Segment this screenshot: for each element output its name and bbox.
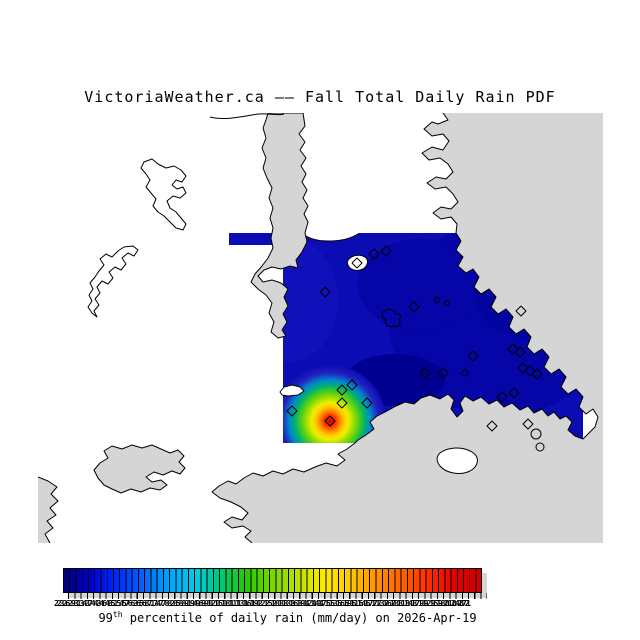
station-diamond [515, 305, 527, 317]
station-diamond [324, 415, 336, 427]
station-diamond [368, 248, 380, 260]
channel-island [93, 444, 186, 494]
caption-superscript: th [112, 610, 123, 619]
rain-hotspot [274, 365, 386, 443]
station-diamond [486, 420, 498, 432]
peninsula-arm [250, 113, 309, 339]
station-diamond [319, 286, 331, 298]
station-diamond [336, 397, 348, 409]
map-title: VictoriaWeather.ca —— Fall Total Daily R… [84, 88, 556, 106]
island-south [87, 245, 139, 318]
station-diamond [408, 301, 420, 313]
station-diamond [380, 245, 392, 257]
station-diamond [517, 362, 529, 374]
inlet-coastline [302, 233, 359, 242]
southwest-wedge-coastline [38, 476, 59, 543]
colorbar-caption: 99th percentile of daily rain (mm/day) o… [0, 610, 575, 625]
south-bay [436, 447, 478, 474]
inlet-pocket [346, 254, 368, 271]
southwest-wedge [38, 477, 58, 543]
station-diamond [361, 397, 373, 409]
se-islet [535, 442, 545, 452]
station-diamond [522, 418, 534, 430]
mainland [212, 113, 603, 543]
island-north [140, 158, 187, 231]
lake [434, 297, 440, 303]
station-diamond [419, 367, 431, 379]
caption-text: percentile of daily rain (mm/day) on 202… [122, 611, 477, 625]
station-markers [286, 245, 543, 432]
station-diamond [508, 387, 520, 399]
colorbar-tick-labels: 2 2.3 2.6 2.9 3.1 3.4 3.7 4 4.3 4.6 4.8 … [54, 599, 488, 609]
caption-percentile: 99 [98, 611, 113, 625]
station-diamond [514, 346, 526, 358]
se-islet [530, 428, 542, 440]
station-diamond [524, 365, 536, 377]
lake [461, 369, 469, 377]
station-diamond [467, 350, 479, 362]
station-diamond [496, 391, 508, 403]
top-coastline-fragment [209, 113, 285, 119]
mainland-coastline [211, 113, 599, 543]
field-islet [279, 384, 305, 397]
colorbar-ticks [68, 593, 487, 599]
lake [444, 300, 450, 306]
station-diamond [351, 257, 363, 269]
station-diamond [531, 368, 543, 380]
station-diamond [286, 405, 298, 417]
lake [381, 309, 401, 327]
colorbar [63, 568, 482, 593]
station-diamond [336, 384, 348, 396]
station-diamond [507, 343, 519, 355]
station-diamond [346, 379, 358, 391]
station-diamond [437, 367, 449, 379]
